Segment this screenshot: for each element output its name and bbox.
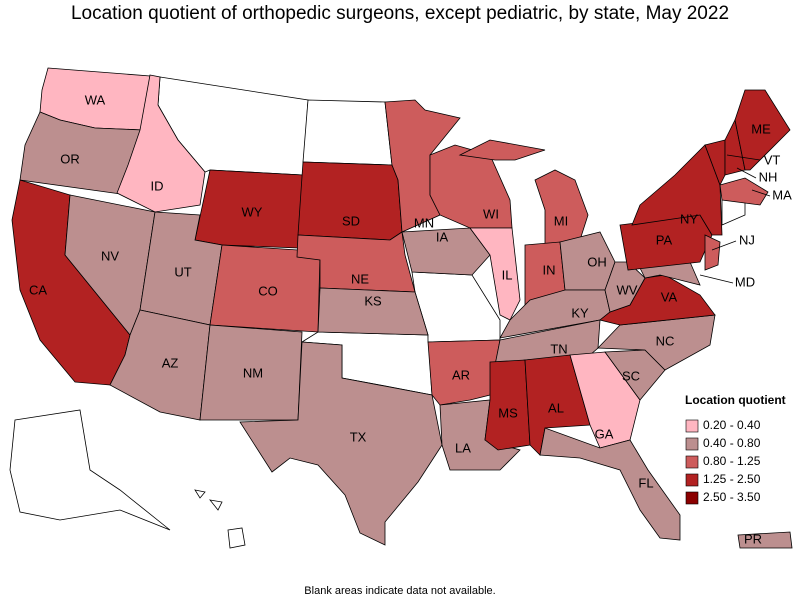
state-label: IA xyxy=(436,229,449,244)
leader-line xyxy=(751,189,771,197)
state-label: NE xyxy=(351,271,369,286)
state xyxy=(631,144,723,236)
states xyxy=(11,67,793,549)
state-blank xyxy=(194,489,206,499)
legend-swatch xyxy=(685,491,699,505)
state-label: WY xyxy=(242,204,263,219)
state xyxy=(209,244,321,333)
state-blank xyxy=(227,527,246,549)
state-blank xyxy=(721,199,746,226)
state xyxy=(534,169,589,246)
state-label: VA xyxy=(661,289,678,304)
state-label: NY xyxy=(680,211,698,226)
state-label: PA xyxy=(656,232,673,247)
state-label: MA xyxy=(772,187,792,202)
state-blank xyxy=(302,99,393,166)
state xyxy=(539,427,681,541)
state-label: OR xyxy=(60,151,80,166)
state-label: NV xyxy=(101,248,119,263)
state-label: NC xyxy=(656,333,675,348)
leader-line xyxy=(736,167,757,179)
state-label: AR xyxy=(452,367,470,382)
state-label: MN xyxy=(414,215,434,230)
state-label: ID xyxy=(151,178,164,193)
legend-swatch xyxy=(685,437,699,451)
legend-label: 2.50 - 3.50 xyxy=(703,490,761,504)
state-label: WV xyxy=(617,282,638,297)
leader-line xyxy=(711,240,737,251)
legend-label: 0.20 - 0.40 xyxy=(703,418,761,432)
state-label: NH xyxy=(759,169,778,184)
state-label: CA xyxy=(29,282,47,297)
state-label: KS xyxy=(364,293,382,308)
blank-states xyxy=(9,76,746,549)
state xyxy=(704,234,721,271)
state xyxy=(116,74,206,213)
state xyxy=(719,177,769,206)
legend-label: 0.80 - 1.25 xyxy=(703,454,761,468)
state-label: VT xyxy=(764,152,781,167)
state-label: GA xyxy=(595,426,614,441)
legend-label: 1.25 - 2.50 xyxy=(703,472,761,486)
state xyxy=(317,287,429,336)
state-label: LA xyxy=(455,440,471,455)
legend-swatch xyxy=(685,473,699,487)
state-label: MI xyxy=(554,213,568,228)
state-label: IL xyxy=(502,267,513,282)
state-label: TN xyxy=(550,341,567,356)
state-label: SD xyxy=(342,213,360,228)
state-label: PR xyxy=(744,531,762,546)
legend: 0.20 - 0.40 0.40 - 0.80 0.80 - 1.25 1.25 - … xyxy=(685,418,761,505)
state xyxy=(239,341,443,546)
state-label: AZ xyxy=(162,355,179,370)
state-blank xyxy=(209,499,223,511)
state-blank xyxy=(9,409,171,531)
state-label: MS xyxy=(498,405,518,420)
footnote: Blank areas indicate data not available. xyxy=(304,585,495,597)
state-label: AL xyxy=(548,400,564,415)
state-label: WA xyxy=(85,92,106,107)
state-label: IN xyxy=(543,262,556,277)
state xyxy=(458,139,546,161)
map-title: Location quotient of orthopedic surgeons… xyxy=(71,3,729,24)
state-label: NM xyxy=(243,365,263,380)
state xyxy=(401,227,491,276)
legend-label: 0.40 - 0.80 xyxy=(703,436,761,450)
state-label: FL xyxy=(638,475,653,490)
state xyxy=(734,89,791,171)
state-label: UT xyxy=(174,264,191,279)
state-label: OH xyxy=(587,254,607,269)
state-label: WI xyxy=(483,206,499,221)
state-label: TX xyxy=(350,429,367,444)
legend-swatch xyxy=(685,455,699,469)
legend-swatch xyxy=(685,419,699,433)
state-label: SC xyxy=(622,368,640,383)
state-label: MD xyxy=(735,274,755,289)
state-label: ME xyxy=(751,121,771,136)
leader-line xyxy=(699,274,734,284)
legend-title: Location quotient xyxy=(685,393,786,407)
leader-line xyxy=(726,154,761,161)
state-label: KY xyxy=(571,305,589,320)
state-label: CO xyxy=(258,283,278,298)
state-label: NJ xyxy=(739,232,755,247)
state xyxy=(737,531,793,549)
